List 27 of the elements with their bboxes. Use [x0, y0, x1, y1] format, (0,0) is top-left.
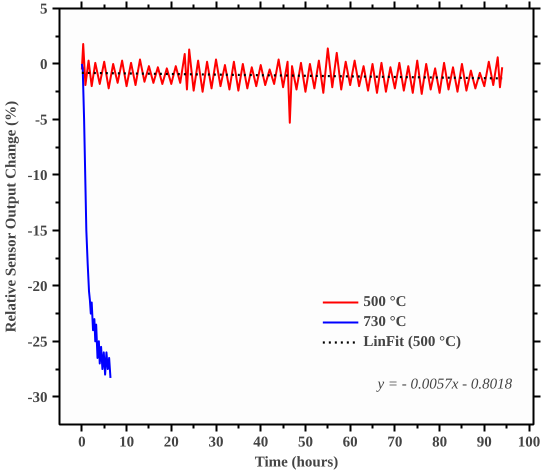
x-axis-title: Time (hours) — [254, 454, 338, 470]
x-tick-label: 70 — [387, 434, 402, 450]
y-tick-label: -5 — [35, 112, 48, 128]
line-series — [80, 43, 504, 124]
y-tick-label: -25 — [28, 334, 48, 350]
x-tick-label: 60 — [342, 434, 358, 450]
x-tick-label: 90 — [476, 434, 492, 450]
x-tick-label: 50 — [298, 434, 313, 450]
x-tick-label: 20 — [164, 434, 179, 450]
y-tick-label: -30 — [28, 390, 48, 406]
y-axis-title: Relative Sensor Output Change (%) — [4, 100, 20, 332]
y-tick-label: 0 — [40, 56, 48, 73]
legend-label: 730 °C — [363, 314, 406, 330]
legend-label: 500 °C — [363, 294, 406, 310]
y-tick-label: -15 — [28, 223, 48, 240]
y-tick-label: 5 — [40, 2, 48, 18]
x-tick-label: 40 — [253, 434, 268, 450]
line-series — [80, 62, 112, 379]
x-tick-label: 80 — [432, 434, 448, 450]
annotation: y = - 0.0057x - 0.8018 — [376, 376, 513, 392]
y-tick-label: -10 — [28, 168, 48, 184]
x-tick-label: 30 — [208, 434, 224, 450]
y-tick-label: -20 — [28, 278, 48, 295]
x-tick-label: 0 — [78, 434, 86, 450]
x-tick-label: 100 — [518, 434, 540, 450]
x-tick-label: 10 — [119, 434, 134, 450]
legend-label: LinFit (500 °C) — [363, 334, 461, 350]
